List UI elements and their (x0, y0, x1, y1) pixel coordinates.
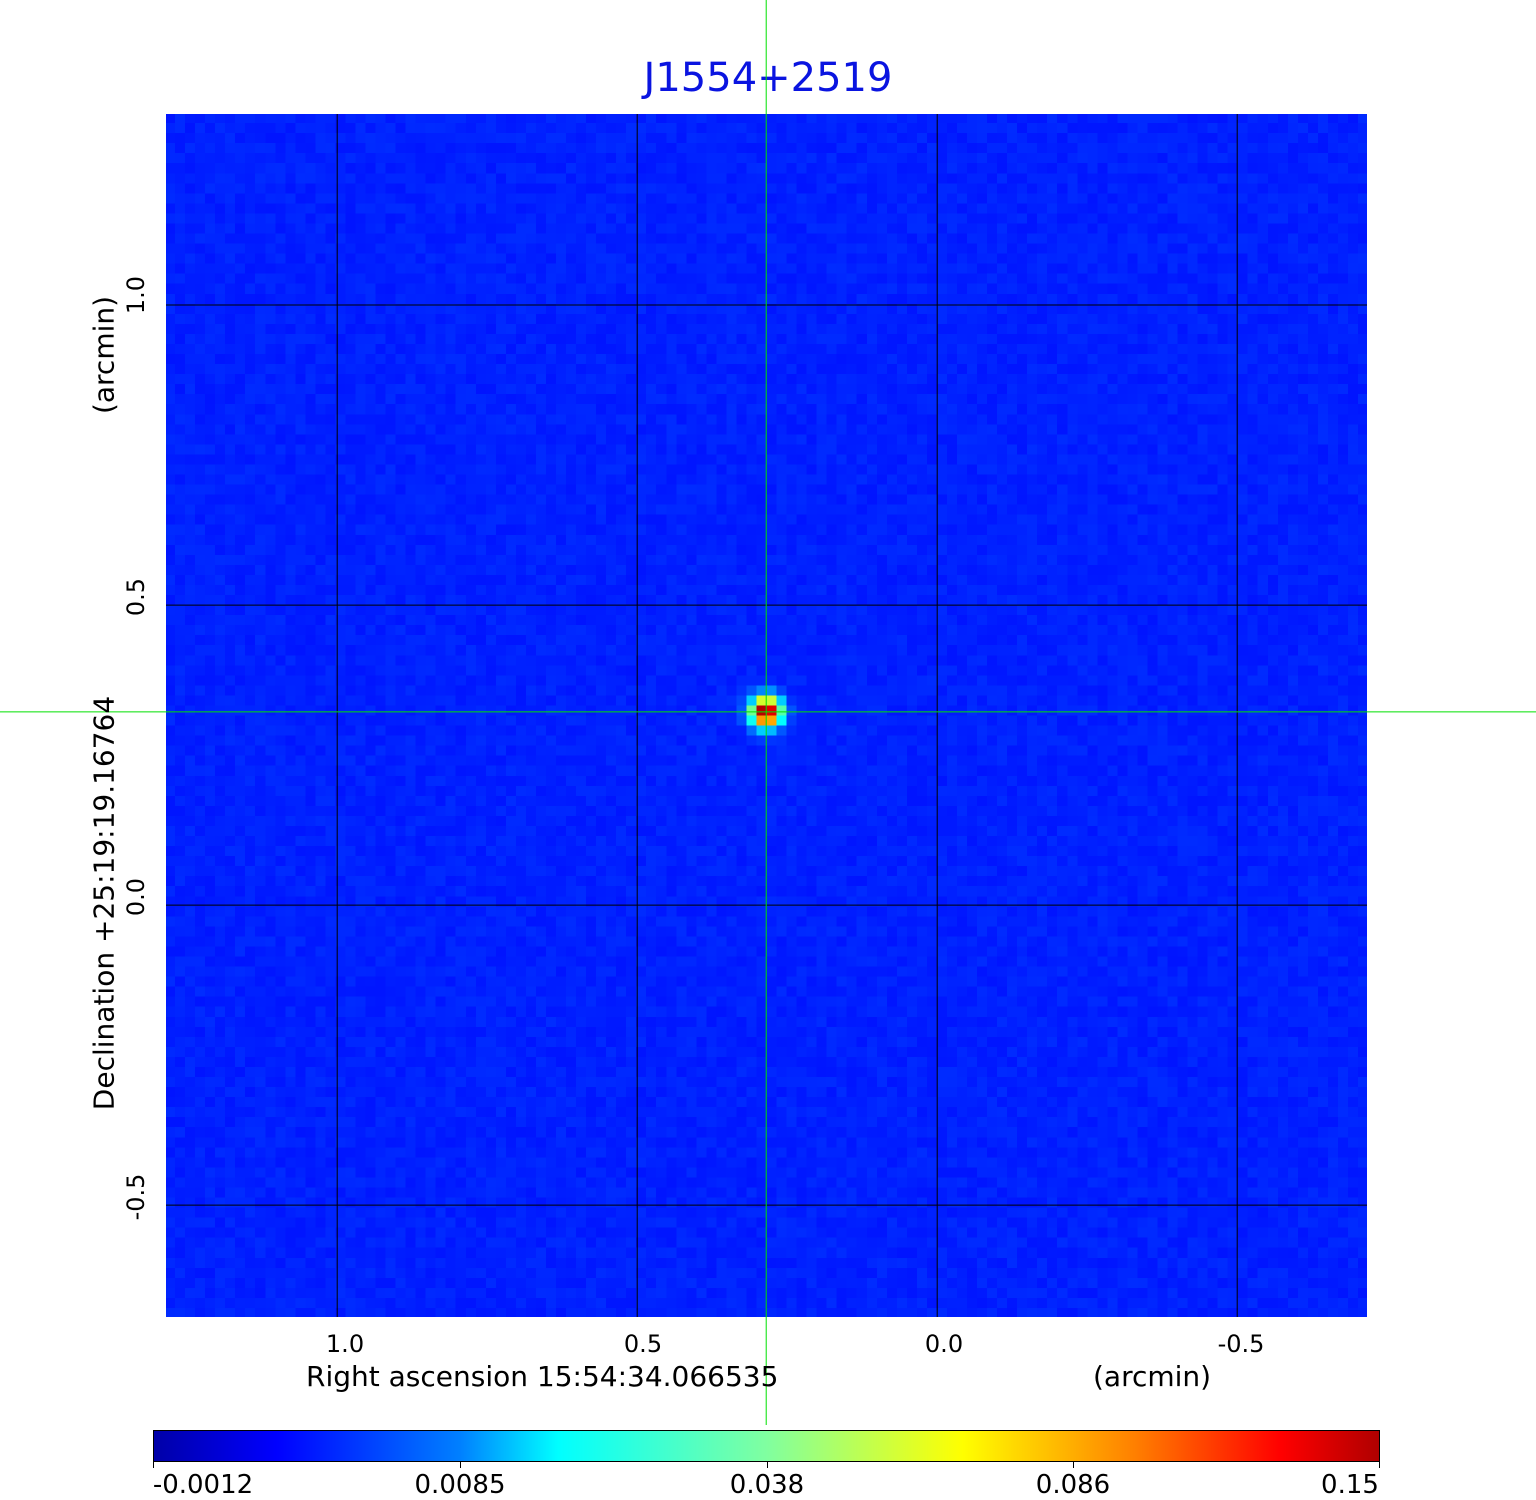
chart-title: J1554+2519 (643, 55, 893, 101)
colorbar-tick-label: 0.086 (1035, 1470, 1111, 1500)
colorbar-tick-label: 0.0085 (414, 1470, 506, 1500)
colorbar-tick-label: 0.038 (729, 1470, 805, 1500)
x-tick-label: 0.0 (924, 1330, 964, 1358)
x-tick-label: -0.5 (1217, 1330, 1265, 1358)
colorbar-tick-label: 0.15 (1321, 1470, 1379, 1500)
x-axis-label: Right ascension 15:54:34.066535 (306, 1360, 779, 1393)
x-tick-label: 1.0 (325, 1330, 365, 1358)
y-axis-unit: (arcmin) (87, 295, 121, 415)
x-tick-label: 0.5 (623, 1330, 663, 1358)
y-tick-label: 0.5 (122, 577, 150, 617)
colorbar-tick (153, 1462, 154, 1468)
colorbar-tick (1379, 1462, 1380, 1468)
colorbar-tick (460, 1462, 461, 1468)
y-tick-label: 0.0 (122, 877, 150, 917)
x-axis-unit: (arcmin) (1093, 1360, 1212, 1393)
y-axis-label: Declination +25:19:19.16764 (87, 695, 121, 1111)
y-tick-label: 1.0 (122, 275, 150, 315)
colorbar-tick (767, 1462, 768, 1468)
colorbar-tick-label: -0.0012 (152, 1470, 254, 1500)
colorbar-tick (1073, 1462, 1074, 1468)
y-tick-label: -0.5 (122, 1173, 150, 1221)
colorbar (153, 1430, 1380, 1462)
